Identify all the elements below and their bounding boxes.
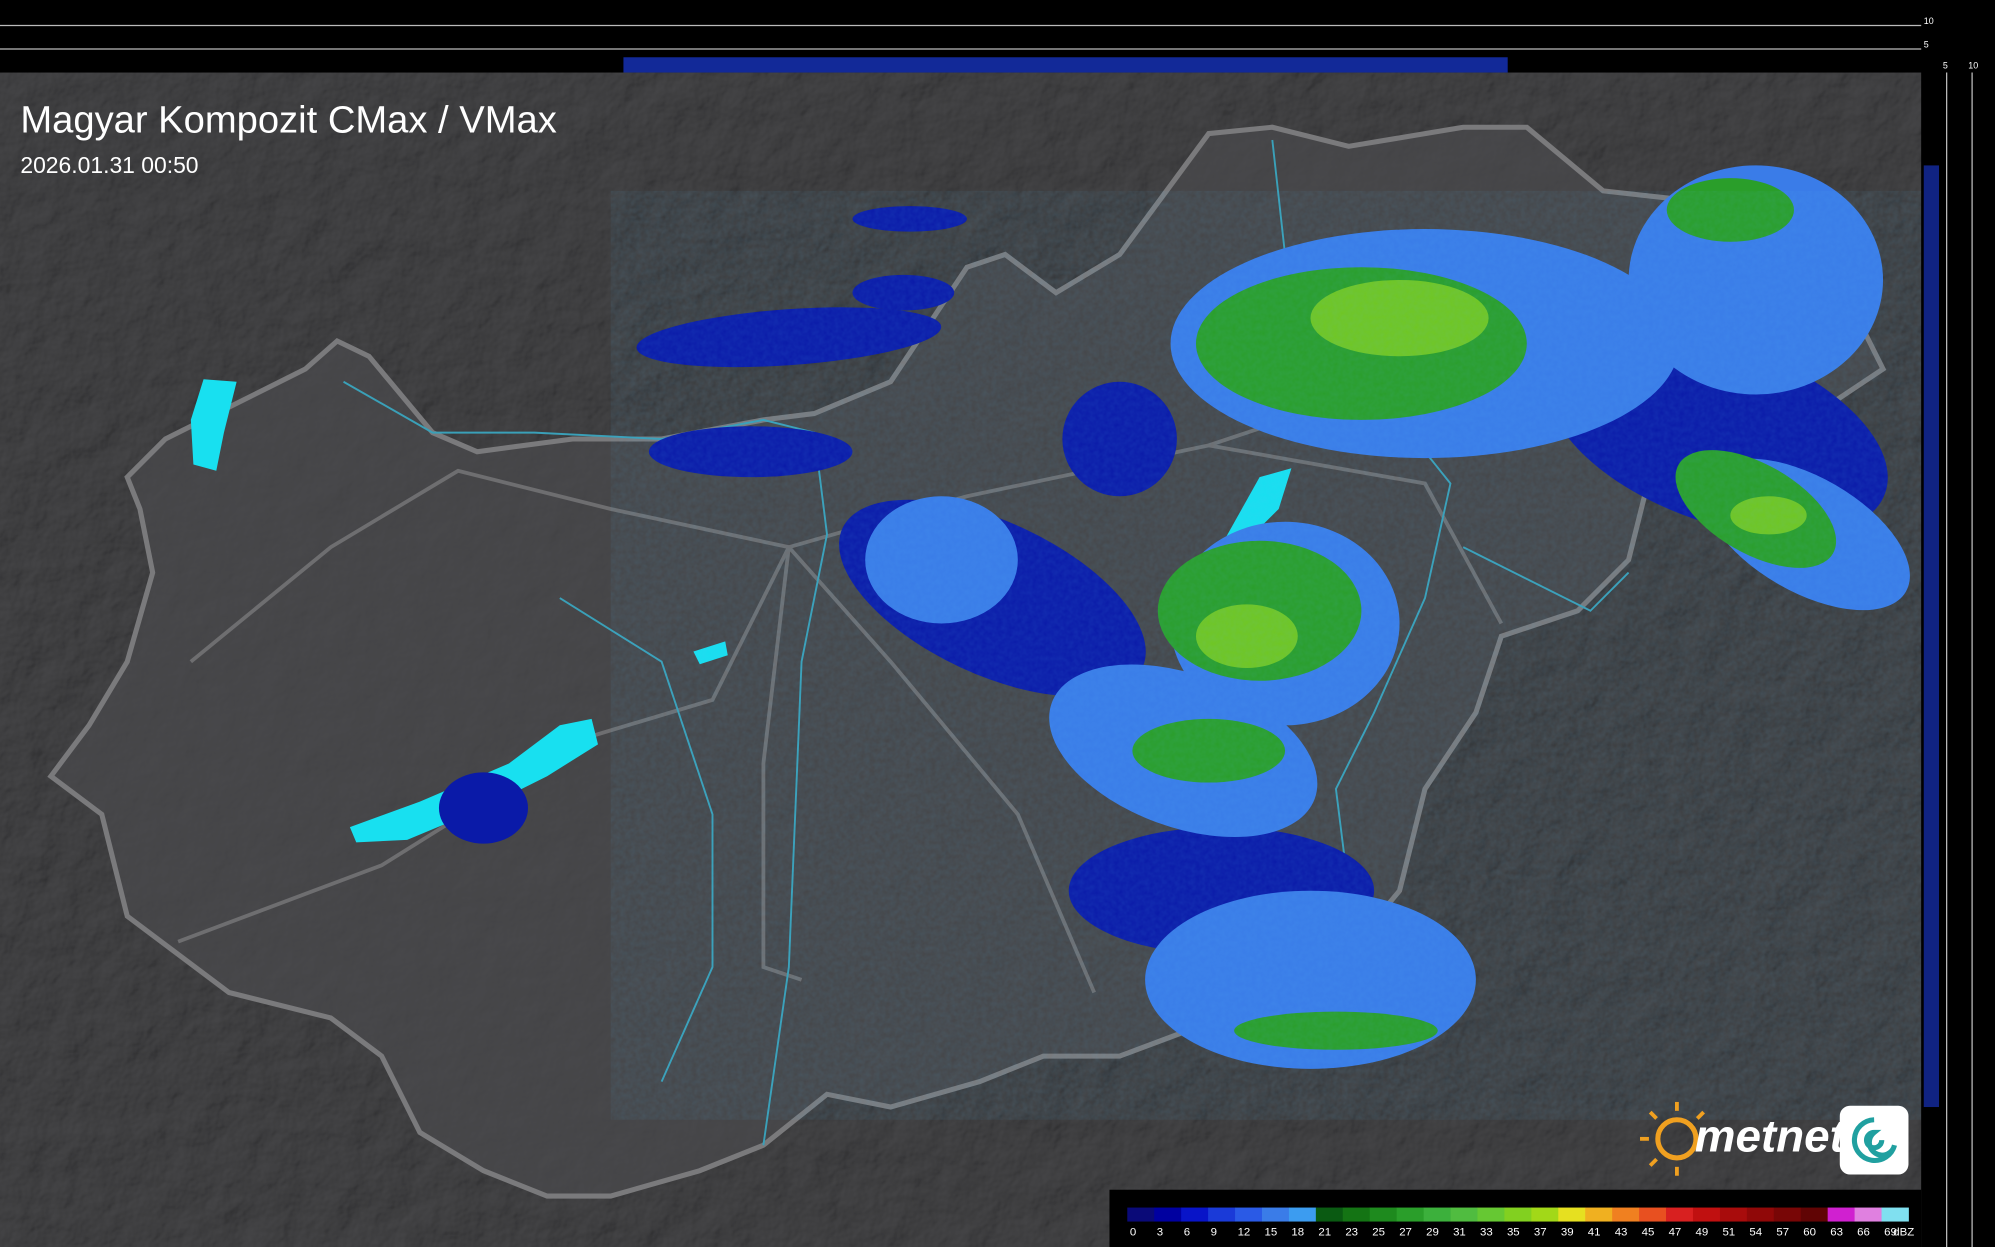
legend-unit: dBZ [1893,1227,1914,1239]
legend-swatch [1154,1207,1182,1222]
legend-label: 66 [1857,1227,1870,1239]
legend-swatch [1558,1207,1586,1222]
profile-tick-label: 5 [1943,61,1948,71]
legend-swatch [1773,1207,1802,1222]
legend-swatch [1666,1207,1694,1222]
legend-label: 3 [1157,1227,1163,1239]
legend-swatch [1396,1207,1424,1222]
legend-swatch [1235,1207,1263,1222]
legend-swatch [1127,1207,1155,1222]
legend-label: 0 [1130,1227,1136,1239]
radar-echoes [438,165,1922,1120]
legend-swatch [1315,1207,1344,1222]
legend-swatch [1261,1207,1290,1222]
title: Magyar Kompozit CMax / VMax [20,98,556,141]
legend-label: 33 [1480,1227,1493,1239]
legend-swatch [1369,1207,1398,1222]
legend-swatch [1450,1207,1478,1222]
legend-label: 25 [1372,1227,1385,1239]
legend-swatch [1208,1207,1236,1222]
profile-tick-label: 10 [1924,16,1934,26]
legend-label: 37 [1534,1227,1547,1239]
legend-swatch [1746,1207,1775,1222]
legend-swatch [1692,1207,1721,1222]
legend-swatch [1181,1207,1209,1222]
legend-label: 35 [1507,1227,1520,1239]
timestamp: 2026.01.31 00:50 [20,152,198,178]
legend-label: 57 [1776,1227,1789,1239]
legend-swatch [1719,1207,1748,1222]
legend-label: 54 [1749,1227,1762,1239]
legend-swatch [1639,1207,1667,1222]
legend-swatch [1423,1207,1451,1222]
legend-label: 29 [1426,1227,1439,1239]
legend-label: 49 [1696,1227,1709,1239]
legend-label: 60 [1803,1227,1816,1239]
legend-label: 39 [1561,1227,1574,1239]
legend-label: 41 [1588,1227,1601,1239]
legend-label: 9 [1211,1227,1217,1239]
legend-label: 63 [1830,1227,1843,1239]
legend-swatch [1854,1207,1882,1222]
legend-label: 23 [1345,1227,1358,1239]
legend-swatch [1477,1207,1505,1222]
legend-label: 6 [1184,1227,1190,1239]
legend-swatch [1827,1207,1855,1222]
legend-swatch [1288,1207,1317,1222]
legend-swatch [1342,1207,1371,1222]
logo-text: metnet [1695,1111,1847,1162]
legend-label: 45 [1642,1227,1655,1239]
legend-label: 31 [1453,1227,1466,1239]
legend-label: 43 [1615,1227,1628,1239]
legend-swatch [1504,1207,1532,1222]
profile-echo [1923,165,1940,1108]
legend-label: 12 [1238,1227,1251,1239]
legend-label: 27 [1399,1227,1412,1239]
profile-tick-label: 10 [1968,61,1978,71]
profile-tick-label: 5 [1924,40,1929,50]
legend-label: 47 [1669,1227,1682,1239]
legend-label: 18 [1291,1227,1304,1239]
legend-label: 15 [1265,1227,1278,1239]
legend-swatch [1612,1207,1640,1222]
legend-swatch [1531,1207,1559,1222]
logo: metnet [1640,1101,1909,1176]
legend-label: 69 [1884,1227,1897,1239]
legend-swatch [1585,1207,1613,1222]
legend-swatch [1881,1207,1909,1222]
legend-label: 51 [1722,1227,1735,1239]
legend-label: 21 [1318,1227,1331,1239]
legend-swatch [1800,1207,1829,1222]
profile-echo [623,57,1508,73]
